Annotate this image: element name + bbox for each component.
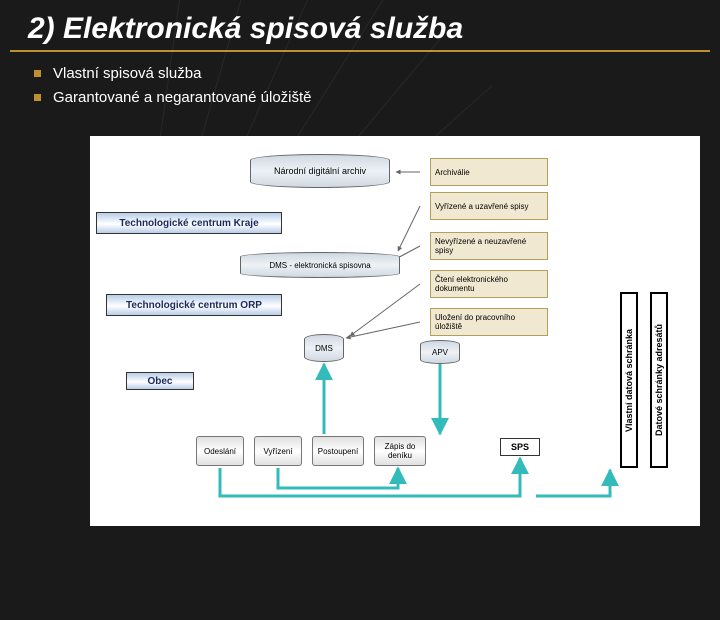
vlabel-vlastni-schranka: Vlastní datová schránka [620,292,638,468]
diagram-container: Národní digitální archiv DMS - elektroni… [90,136,700,526]
process-box: Odeslání [196,436,244,466]
process-box: Zápis do deníku [374,436,426,466]
right-label: Archiválie [430,158,548,186]
arrow-layer [90,136,700,526]
right-label: Vyřízené a uzavřené spisy [430,192,548,220]
bullet-list: Vlastní spisová služba Garantované a neg… [0,60,720,116]
vlabel-schranky-adresatu: Datové schránky adresátů [650,292,668,468]
right-label: Uložení do pracovního úložiště [430,308,548,336]
box-kraj: Technologické centrum Kraje [96,212,282,234]
cylinder-apv: APV [420,340,460,364]
box-sps: SPS [500,438,540,456]
cylinder-dms: DMS [304,334,344,362]
right-label: Čtení elektronického dokumentu [430,270,548,298]
process-box: Postoupení [312,436,364,466]
box-obec: Obec [126,372,194,390]
bullet-item: Vlastní spisová služba [54,62,702,86]
cylinder-nda: Národní digitální archiv [250,154,390,188]
box-orp: Technologické centrum ORP [106,294,282,316]
slide-title: 2) Elektronická spisová služba [10,0,710,52]
bullet-item: Garantované a negarantované úložiště [54,86,702,110]
cylinder-dms-spisovna: DMS - elektronická spisovna [240,252,400,278]
process-box: Vyřízení [254,436,302,466]
right-label: Nevyřízené a neuzavřené spisy [430,232,548,260]
